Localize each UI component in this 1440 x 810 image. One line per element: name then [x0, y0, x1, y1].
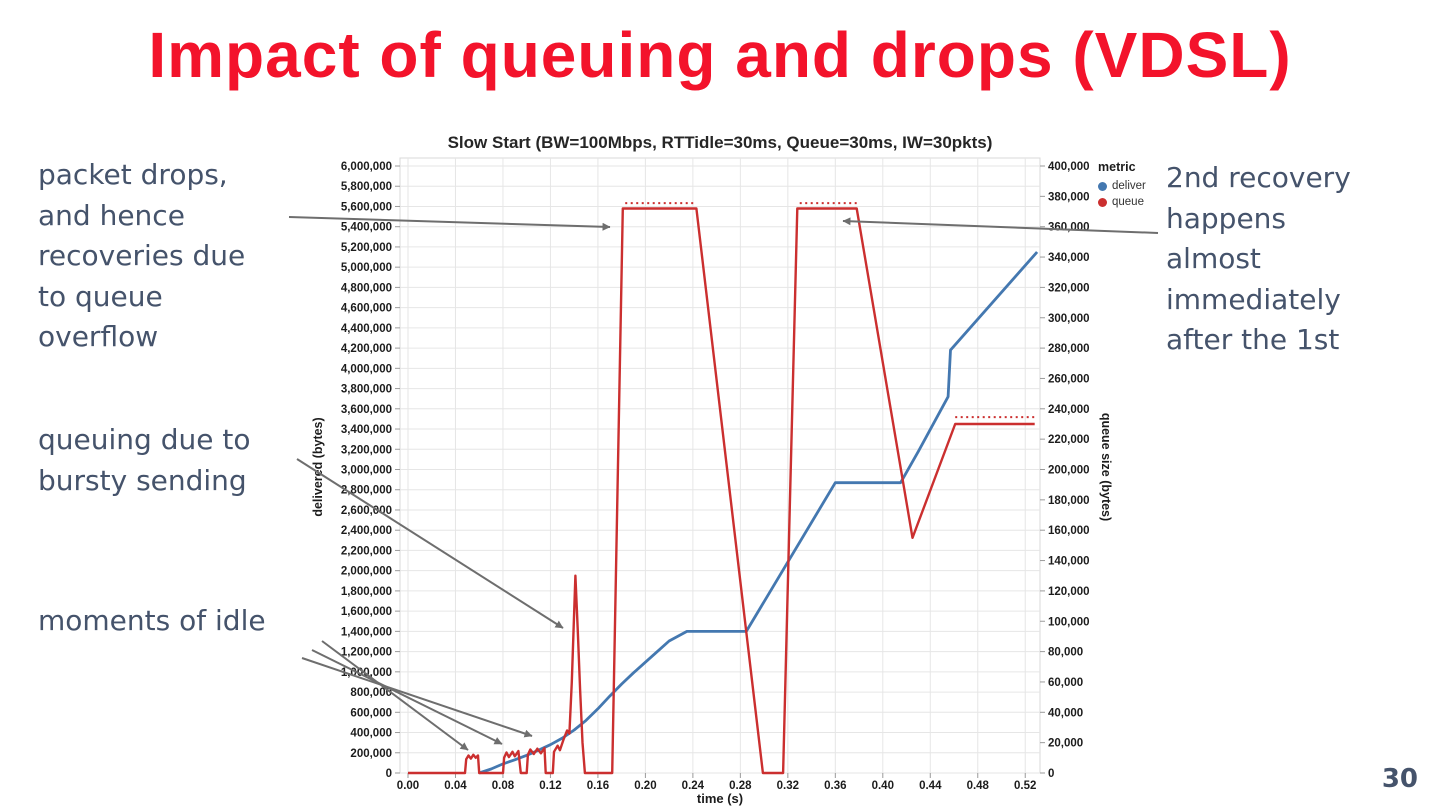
x-axis-title: time (s)	[696, 791, 744, 806]
deliver-swatch-icon	[1098, 181, 1107, 191]
y-right-tick-label: 300,000	[1048, 313, 1090, 325]
y-right-tick-label: 140,000	[1048, 556, 1090, 568]
y-left-tick-label: 5,200,000	[341, 242, 392, 254]
x-tick-label: 0.00	[397, 780, 419, 792]
y-right-tick-label: 180,000	[1048, 495, 1090, 507]
y-right-tick-label: 380,000	[1048, 191, 1090, 203]
y-right-tick-label: 60,000	[1048, 677, 1083, 689]
y-right-tick-label: 20,000	[1048, 738, 1083, 750]
legend-item-queue: queue	[1098, 196, 1146, 208]
y-right-tick-label: 320,000	[1048, 282, 1090, 294]
y-right-tick-label: 240,000	[1048, 404, 1090, 416]
y-left-tick-label: 2,400,000	[341, 525, 392, 537]
y-right-tick-label: 260,000	[1048, 373, 1090, 385]
x-tick-label: 0.32	[777, 780, 799, 792]
y-right-tick-label: 120,000	[1048, 586, 1090, 598]
x-tick-label: 0.16	[587, 780, 609, 792]
x-tick-label: 0.28	[729, 780, 752, 792]
y-left-tick-label: 5,600,000	[341, 201, 392, 213]
y-left-tick-label: 1,600,000	[341, 606, 392, 618]
x-tick-label: 0.08	[492, 780, 515, 792]
y-left-tick-label: 800,000	[350, 687, 392, 699]
y-left-tick-label: 400,000	[350, 728, 392, 740]
plot-frame	[399, 157, 1041, 774]
y-right-tick-label: 160,000	[1048, 525, 1090, 537]
y-left-tick-label: 1,200,000	[341, 647, 392, 659]
page-number: 30	[1381, 764, 1418, 794]
legend-label-queue: queue	[1112, 196, 1144, 208]
y-left-tick-label: 6,000,000	[341, 161, 392, 173]
y-right-tick-label: 400,000	[1048, 161, 1090, 173]
x-tick-label: 0.12	[539, 780, 561, 792]
y-right-tick-label: 280,000	[1048, 343, 1090, 355]
y-right-tick-label: 360,000	[1048, 222, 1090, 234]
y-right-tick-label: 0	[1048, 768, 1054, 780]
x-tick-label: 0.48	[967, 780, 990, 792]
x-tick-label: 0.40	[872, 780, 894, 792]
y-right-tick-label: 40,000	[1048, 707, 1083, 719]
y-left-tick-label: 600,000	[350, 707, 392, 719]
chart-title: Slow Start (BW=100Mbps, RTTidle=30ms, Qu…	[447, 133, 993, 152]
y-left-tick-label: 4,800,000	[341, 282, 392, 294]
chart-legend: metric deliver queue	[1098, 160, 1146, 212]
y-left-tick-label: 2,000,000	[341, 566, 392, 578]
annotation-packet-drops: packet drops, and hence recoveries due t…	[38, 158, 246, 354]
y-left-tick-label: 4,600,000	[341, 303, 392, 315]
y-left-tick-label: 5,800,000	[341, 181, 392, 193]
y-left-tick-label: 1,400,000	[341, 626, 392, 638]
y-left-tick-label: 2,600,000	[341, 505, 392, 517]
x-tick-label: 0.04	[444, 780, 467, 792]
y-left-tick-label: 0	[386, 768, 392, 780]
x-tick-label: 0.36	[824, 780, 846, 792]
y-left-tick-label: 3,400,000	[341, 424, 392, 436]
y-left-tick-label: 4,000,000	[341, 363, 392, 375]
x-tick-label: 0.52	[1014, 780, 1036, 792]
y-right-tick-label: 220,000	[1048, 434, 1090, 446]
slide-title: Impact of queuing and drops (VDSL)	[148, 19, 1292, 91]
annotation-second-recovery: 2nd recovery happens almost immediately …	[1166, 161, 1351, 357]
annotation-moments-of-idle: moments of idle	[38, 604, 266, 637]
y-left-tick-label: 4,400,000	[341, 323, 392, 335]
legend-label-deliver: deliver	[1112, 180, 1146, 192]
y-right-tick-label: 100,000	[1048, 616, 1090, 628]
x-tick-label: 0.44	[919, 780, 942, 792]
legend-title: metric	[1098, 160, 1136, 174]
y-left-tick-label: 5,400,000	[341, 222, 392, 234]
y-left-tick-label: 3,600,000	[341, 404, 392, 416]
y-left-tick-label: 1,000,000	[341, 667, 392, 679]
y-left-tick-label: 1,800,000	[341, 586, 392, 598]
annotation-queuing: queuing due to bursty sending	[38, 423, 251, 497]
queue-line	[408, 207, 1035, 775]
y-left-tick-label: 3,800,000	[341, 384, 392, 396]
queue-swatch-icon	[1098, 197, 1107, 207]
x-tick-label: 0.20	[634, 780, 656, 792]
y-left-tick-label: 3,200,000	[341, 444, 392, 456]
y-left-tick-label: 3,000,000	[341, 465, 392, 477]
y-left-tick-label: 2,800,000	[341, 485, 392, 497]
slow-start-chart: 0.00 0.04 0.08 0.12 0.16 0.20 0.24 0.28 0.32 0.36…	[341, 157, 1090, 792]
y-right-tick-label: 80,000	[1048, 647, 1083, 659]
x-tick-label: 0.24	[682, 780, 705, 792]
y-left-tick-label: 5,000,000	[341, 262, 392, 274]
y-left-tick-label: 200,000	[350, 748, 392, 760]
y-left-tick-label: 4,200,000	[341, 343, 392, 355]
legend-item-deliver: deliver	[1098, 180, 1146, 192]
y-right-tick-label: 340,000	[1048, 252, 1090, 264]
y-right-tick-label: 200,000	[1048, 465, 1090, 477]
y-left-tick-label: 2,200,000	[341, 545, 392, 557]
